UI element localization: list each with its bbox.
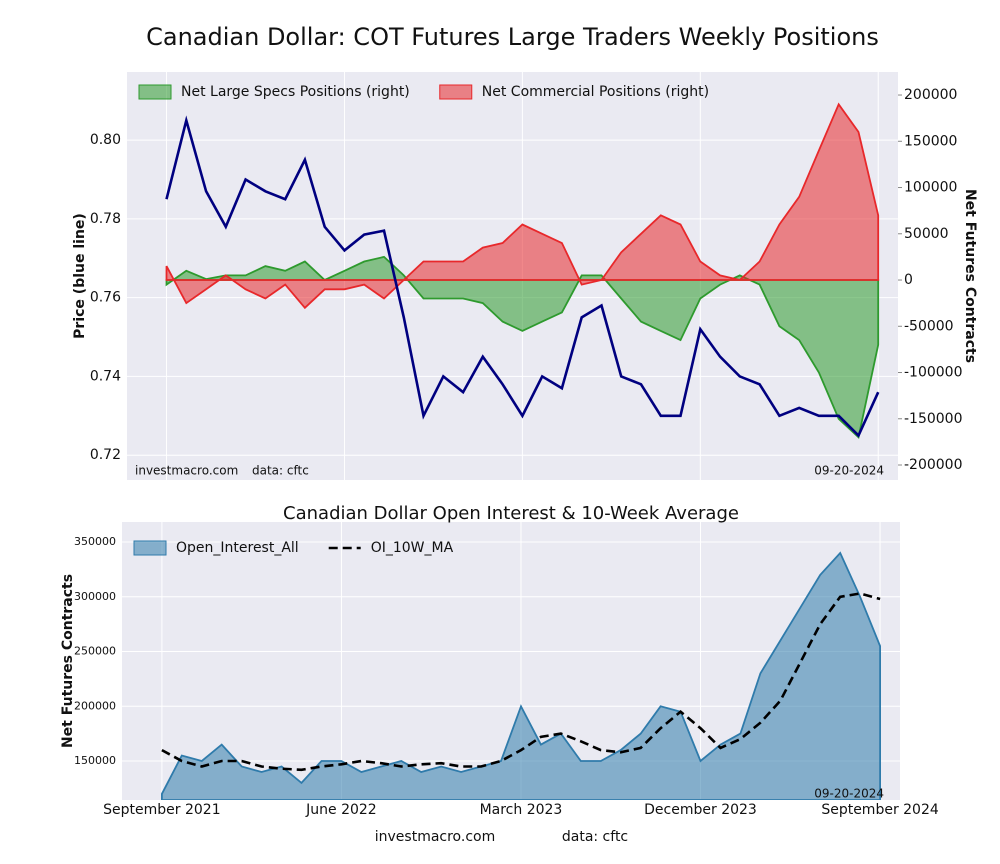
area	[165, 102, 880, 310]
chart-panel: Canadian Dollar: COT Futures Large Trade…	[72, 23, 978, 480]
y-tick-label: 0.74	[90, 368, 121, 384]
y-tick-label: 150000	[74, 754, 116, 767]
y-tick-label: 200000	[74, 699, 116, 712]
x-tick-label: December 2023	[644, 802, 757, 818]
annotation: 09-20-2024	[814, 787, 884, 801]
x-tick-label: September 2021	[103, 802, 220, 818]
y-axis-label: Net Futures Contracts	[60, 574, 76, 748]
y2-tick-label: -150000	[904, 411, 963, 427]
x-tick-label: September 2024	[821, 802, 939, 818]
area	[165, 255, 880, 440]
y2-tick-label: 50000	[904, 226, 949, 242]
footer-site: investmacro.com	[375, 829, 495, 845]
x-tick-label: June 2022	[305, 802, 377, 818]
y-tick-label: 0.76	[90, 290, 121, 306]
footer-source: data: cftc	[562, 829, 628, 845]
chart-title: Canadian Dollar Open Interest & 10-Week …	[283, 503, 739, 524]
y-tick-label: 350000	[74, 535, 116, 548]
annotation: investmacro.com	[135, 464, 238, 478]
y2-tick-label: 150000	[904, 133, 957, 149]
chart-title: Canadian Dollar: COT Futures Large Trade…	[146, 23, 879, 51]
legend-label: OI_10W_MA	[371, 540, 454, 556]
y-tick-label: 250000	[74, 645, 116, 658]
y2-tick-label: -200000	[904, 457, 963, 473]
x-tick-label: March 2023	[480, 802, 563, 818]
line	[161, 592, 881, 772]
legend-label: Net Large Specs Positions (right)	[181, 84, 410, 100]
y2-tick-label: 100000	[904, 180, 957, 196]
y2-tick-label: -50000	[904, 318, 954, 334]
legend-swatch	[133, 540, 167, 556]
chart-panel: Canadian Dollar Open Interest & 10-Week …	[60, 503, 939, 818]
y2-tick-label: -100000	[904, 365, 963, 381]
legend-swatch	[439, 84, 473, 100]
y2-tick-label: 200000	[904, 87, 957, 103]
annotation: data: cftc	[252, 464, 309, 478]
y-tick-label: 300000	[74, 590, 116, 603]
y-tick-label: 0.80	[90, 132, 121, 148]
y-tick-label: 0.72	[90, 447, 121, 463]
line	[165, 115, 880, 438]
legend-label: Open_Interest_All	[176, 540, 299, 556]
y2-tick-label: 0	[904, 272, 913, 288]
legend-label: Net Commercial Positions (right)	[482, 84, 709, 100]
y2-axis-label: Net Futures Contracts	[962, 189, 978, 363]
annotation: 09-20-2024	[814, 464, 884, 478]
legend-swatch	[138, 84, 172, 100]
y-axis-label: Price (blue line)	[72, 213, 88, 339]
y-tick-label: 0.78	[90, 211, 121, 227]
